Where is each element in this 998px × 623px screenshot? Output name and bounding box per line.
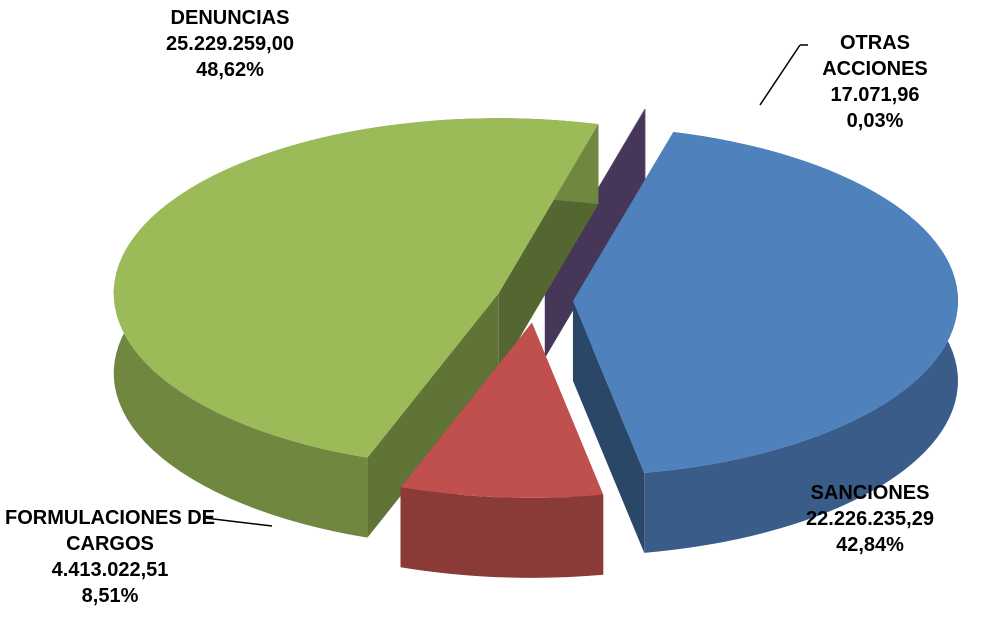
label-category: FORMULACIONES DE CARGOS (5, 507, 215, 555)
slice-side (400, 487, 604, 578)
label-category: DENUNCIAS (170, 7, 290, 29)
label-value: 25.229.259,00 (166, 33, 294, 55)
slice (113, 118, 599, 458)
label-percent: 8,51% (81, 585, 139, 607)
label-category: OTRAS ACCIONES (822, 32, 928, 80)
label-percent: 48,62% (196, 59, 264, 81)
slice-label: DENUNCIAS 25.229.259,00 48,62% (120, 5, 340, 83)
slice (400, 322, 604, 578)
slice-side (367, 293, 499, 538)
slice (572, 131, 958, 473)
slice (113, 118, 599, 538)
leader-line (759, 44, 801, 106)
slice (400, 322, 604, 498)
slice-label: FORMULACIONES DE CARGOS 4.413.022,51 8,51% (5, 505, 215, 609)
slice (572, 131, 958, 553)
label-category: SANCIONES (810, 482, 930, 504)
label-value: 17.071,96 (830, 84, 920, 106)
slice-label: SANCIONES 22.226.235,29 42,84% (760, 480, 980, 558)
label-percent: 0,03% (846, 110, 904, 132)
slice-side (544, 109, 646, 358)
slice-side (644, 108, 646, 190)
label-percent: 42,84% (836, 534, 904, 556)
leader-line (204, 517, 273, 527)
label-value: 22.226.235,29 (806, 508, 934, 530)
slice-side (572, 300, 645, 553)
slice-label: OTRAS ACCIONES 17.071,96 0,03% (800, 30, 950, 134)
label-value: 4.413.022,51 (51, 559, 169, 581)
